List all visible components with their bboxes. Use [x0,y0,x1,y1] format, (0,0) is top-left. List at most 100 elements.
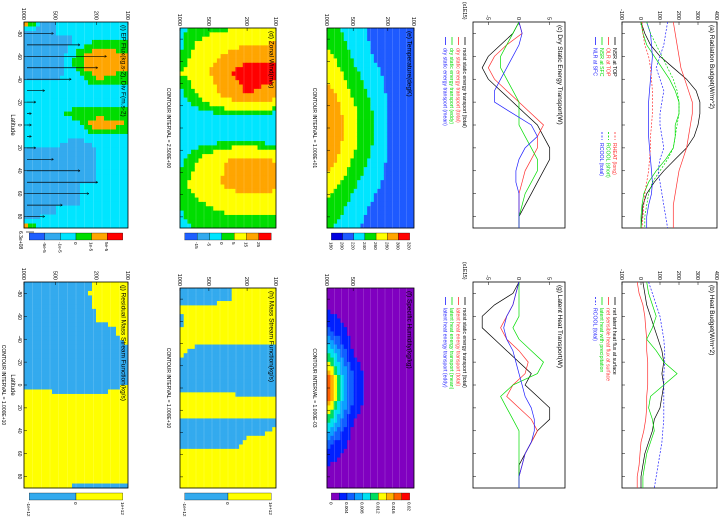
contour-cell [400,322,404,328]
contour-cell [350,106,354,112]
contour-cell [396,162,401,168]
contour-cell [209,54,214,59]
contour-cell [363,175,368,181]
contour-cell [339,435,344,441]
contour-cell [205,93,210,98]
contour-cell [353,453,358,458]
contour-cell [353,193,358,198]
contour-cell [363,149,368,155]
contour-cell [339,223,344,229]
contour-cell [410,409,414,415]
contour-cell [360,388,364,393]
contour-cell [260,93,265,98]
contour-cell [400,405,404,411]
contour-cell [360,383,364,389]
contour-cell [220,206,225,212]
contour-cell [339,36,344,42]
contour-cell [220,292,225,298]
contour-cell [336,374,341,380]
contour-cell [234,331,240,337]
contour-cell [326,435,331,441]
contour-cell [370,383,374,389]
contour-cell [339,322,344,328]
contour-cell [350,188,354,194]
contour-cell [383,435,388,441]
contour-cell [400,180,404,185]
contour-cell [383,214,388,220]
contour-cell [326,440,331,445]
contour-cell [231,427,236,432]
contour-cell [403,158,408,164]
contour-cell [406,201,411,207]
contour-cell [212,353,217,358]
contour-cell [194,210,199,216]
contour-cell [396,197,401,203]
contour-cell [238,314,243,319]
contour-cell [383,184,388,190]
colorbar-swatch [401,492,410,501]
contour-cell [242,318,247,324]
contour-cell [390,75,394,81]
contour-cell [343,296,348,302]
contour-cell [356,54,361,59]
contour-cell [231,361,236,367]
contour-cell [268,197,273,203]
contour-cell [194,141,199,146]
contour-cell [350,184,354,190]
contour-cell [260,383,265,389]
contour-cell [410,180,414,185]
contour-cell [353,470,358,476]
contour-cell [403,292,408,298]
series-line [672,21,693,228]
contour-cell [329,309,334,315]
contour-interval: CONTOUR INTERVAL = 2.500E+00 [165,88,171,169]
contour-cell [246,388,251,393]
contour-cell [271,41,276,46]
contour-cell [356,162,361,168]
contour-cell [242,110,247,116]
colorbar-label: 0.016 [391,502,396,514]
contour-cell [227,431,232,437]
contour-cell [253,110,258,116]
contour-cell [183,288,188,293]
contour-cell [350,193,354,198]
contour-cell [353,474,358,480]
contour-cell [238,45,243,51]
contour-cell [403,322,408,328]
contour-cell [326,309,331,315]
contour-cell [370,392,374,398]
contour-cell [333,36,338,42]
contour-cell [396,201,401,207]
contour-cell [253,223,258,229]
y-tick-label: 500 [205,17,211,26]
contour-cell [410,75,414,81]
contour-cell [260,214,265,220]
contour-cell [343,448,348,454]
legend-label: OLR at TOP [605,48,611,77]
colorbar-swatch [378,492,387,501]
contour-cell [186,453,192,458]
contour-cell [326,188,331,194]
contour-cell [234,353,240,358]
contour-cell [260,444,265,450]
contour-cell [223,440,228,445]
contour-cell [186,45,192,51]
contour-cell [356,301,361,306]
contour-cell [360,110,364,116]
contour-cell [346,457,351,463]
contour-cell [400,119,404,125]
contour-cell [223,154,228,159]
contour-cell [346,327,351,332]
contour-cell [186,136,192,142]
contour-cell [393,470,398,476]
y-tick-label: 200 [243,17,249,26]
contour-cell [406,180,411,185]
contour-cell [406,396,411,402]
contour-cell [373,357,378,363]
contour-cell [380,97,384,103]
contour-cell [410,457,414,463]
contour-cell [360,440,364,445]
contour-cell [246,58,251,64]
contour-cell [209,101,214,107]
